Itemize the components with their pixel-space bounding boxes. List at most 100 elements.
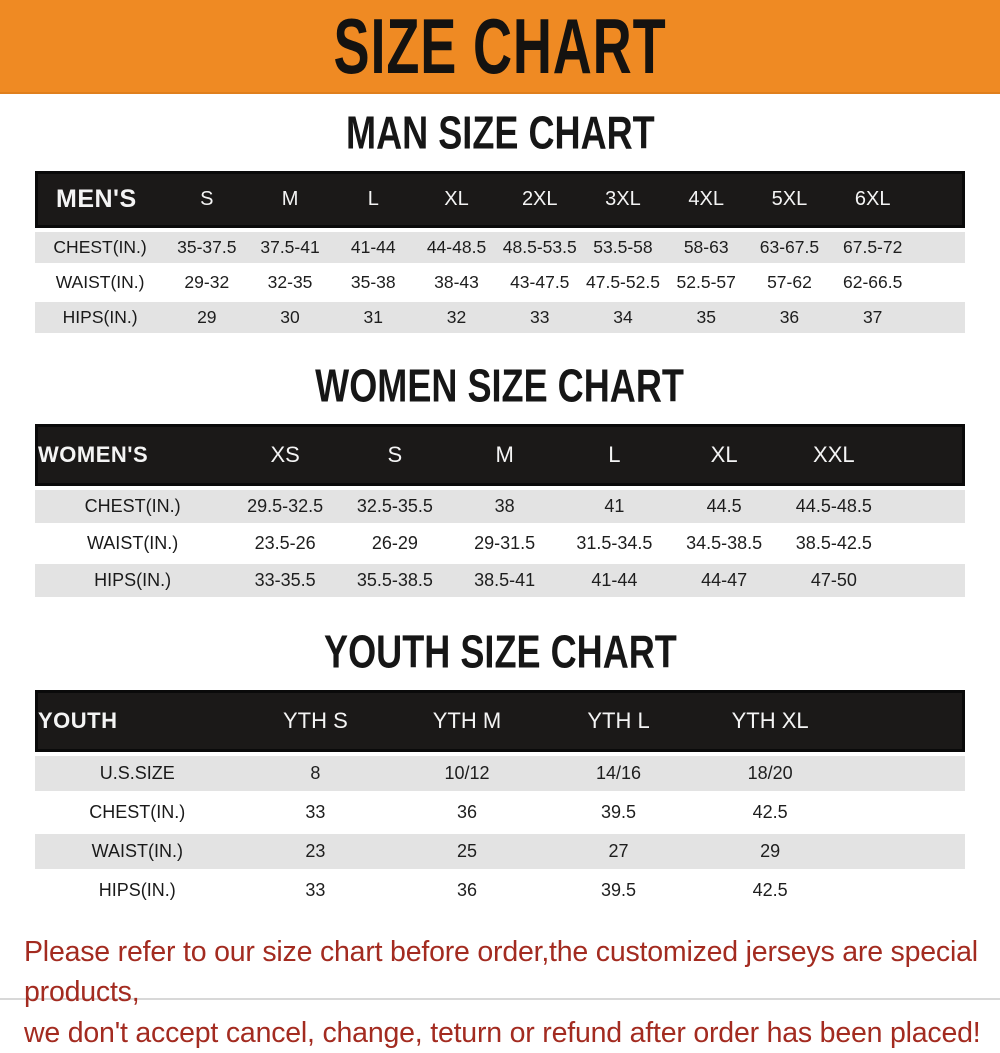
size-value-cell: 35-37.5 — [177, 237, 237, 257]
size-value-cell: 44-47 — [701, 570, 748, 590]
women-column-header: L — [559, 424, 670, 486]
row-label: WAIST(IN.) — [86, 533, 179, 553]
size-value-cell: 35-38 — [350, 272, 396, 292]
youth-hips-row: HIPS(IN.) 33 36 39.5 42.5 — [35, 873, 965, 908]
size-value-cell: 32-35 — [267, 272, 313, 292]
spacer-cell — [888, 424, 965, 486]
size-value-cell: 32 — [446, 307, 467, 327]
row-label: U.S.SIZE — [99, 763, 175, 783]
spacer-cell — [914, 302, 965, 333]
women-hips-row: HIPS(IN.) 33-35.5 35.5-38.5 38.5-41 41-4… — [35, 564, 965, 597]
size-value-cell: 29.5-32.5 — [247, 496, 324, 516]
men-column-header: XL — [414, 171, 499, 228]
men-waist-row: WAIST(IN.) 29-32 32-35 35-38 38-43 43-47… — [35, 267, 965, 298]
size-value-cell: 25 — [456, 841, 477, 861]
size-value-cell: 41-44 — [350, 237, 396, 257]
men-header-row: MEN'S S M L XL 2XL 3XL 4XL 5XL 6XL — [35, 171, 965, 228]
size-value-cell: 41 — [604, 496, 625, 516]
youth-section: YOUTH SIZE CHART YOUTH YTH S YTH M YTH L… — [0, 626, 1000, 912]
size-value-cell: 35 — [696, 307, 716, 327]
disclaimer: Please refer to our size chart before or… — [24, 932, 982, 1053]
size-value-cell: 42.5 — [752, 802, 788, 822]
women-heading-text: WOMEN SIZE CHART — [315, 360, 685, 412]
spacer-cell — [914, 171, 965, 228]
men-column-header: S — [165, 171, 249, 228]
size-value-cell: 34 — [613, 307, 633, 327]
row-label: WAIST(IN.) — [91, 841, 183, 861]
women-section-heading: WOMEN SIZE CHART — [0, 360, 1000, 412]
size-value-cell: 52.5-57 — [676, 272, 736, 292]
size-value-cell: 29 — [197, 307, 217, 327]
size-value-cell: 37.5-41 — [260, 237, 320, 257]
size-value-cell: 44-48.5 — [426, 237, 487, 257]
size-value-cell: 41-44 — [591, 570, 638, 590]
women-chest-row: CHEST(IN.) 29.5-32.5 32.5-35.5 38 41 44.… — [35, 490, 965, 523]
men-section-heading: MAN SIZE CHART — [0, 107, 1000, 159]
size-value-cell: 63-67.5 — [759, 237, 820, 257]
youth-waist-row: WAIST(IN.) 23 25 27 29 — [35, 834, 965, 869]
size-value-cell: 33 — [530, 307, 550, 327]
men-chest-row: CHEST(IN.) 35-37.5 37.5-41 41-44 44-48.5… — [35, 232, 965, 263]
size-value-cell: 33 — [305, 880, 326, 900]
size-value-cell: 26-29 — [371, 533, 418, 553]
size-value-cell: 29-31.5 — [474, 533, 536, 553]
size-value-cell: 27 — [608, 841, 629, 861]
spacer-cell — [846, 834, 965, 869]
size-value-cell: 43-47.5 — [510, 272, 570, 292]
size-value-cell: 32.5-35.5 — [356, 496, 433, 516]
youth-size-table: YOUTH YTH S YTH M YTH L YTH XL U.S.SIZE … — [35, 686, 965, 912]
size-value-cell: 53.5-58 — [593, 237, 653, 257]
size-value-cell: 44.5-48.5 — [795, 496, 872, 516]
size-value-cell: 47-50 — [810, 570, 857, 590]
youth-column-header: YTH XL — [694, 690, 846, 752]
women-corner-label: WOMEN'S — [35, 424, 231, 486]
size-value-cell: 35.5-38.5 — [356, 570, 433, 590]
size-value-cell: 14/16 — [596, 763, 642, 783]
spacer-cell — [846, 756, 965, 791]
size-value-cell: 47.5-52.5 — [586, 272, 660, 292]
men-column-header: 6XL — [831, 171, 915, 228]
youth-header-row: YOUTH YTH S YTH M YTH L YTH XL — [35, 690, 965, 752]
size-value-cell: 42.5 — [752, 880, 788, 900]
size-value-cell: 36 — [456, 880, 477, 900]
size-value-cell: 38 — [494, 496, 515, 516]
size-value-cell: 31.5-34.5 — [576, 533, 653, 553]
men-corner-label: MEN'S — [35, 171, 166, 228]
row-label: HIPS(IN.) — [98, 880, 176, 900]
spacer-cell — [889, 490, 965, 523]
size-value-cell: 38.5-41 — [474, 570, 536, 590]
size-value-cell: 8 — [310, 763, 321, 783]
size-value-cell: 29-32 — [184, 272, 230, 292]
size-value-cell: 37 — [862, 307, 883, 327]
women-waist-row: WAIST(IN.) 23.5-26 26-29 29-31.5 31.5-34… — [35, 527, 965, 560]
size-value-cell: 23 — [305, 841, 326, 861]
row-label: CHEST(IN.) — [84, 496, 181, 516]
size-value-cell: 44.5 — [706, 496, 742, 516]
women-section: WOMEN SIZE CHART WOMEN'S XS S M L XL XXL — [0, 360, 1000, 601]
row-label: WAIST(IN.) — [55, 272, 145, 292]
youth-ussize-row: U.S.SIZE 8 10/12 14/16 18/20 — [35, 756, 965, 791]
spacer-cell — [889, 564, 965, 597]
youth-column-header: YTH M — [391, 690, 543, 752]
men-heading-text: MAN SIZE CHART — [345, 107, 655, 159]
disclaimer-line-1: Please refer to our size chart before or… — [24, 936, 978, 1009]
spacer-cell — [914, 267, 965, 298]
banner: SIZE CHART — [0, 0, 1000, 94]
size-value-cell: 18/20 — [747, 763, 793, 783]
size-value-cell: 34.5-38.5 — [686, 533, 763, 553]
size-value-cell: 29 — [760, 841, 781, 861]
women-header-row: WOMEN'S XS S M L XL XXL — [35, 424, 965, 486]
size-value-cell: 57-62 — [767, 272, 812, 292]
row-label: CHEST(IN.) — [89, 802, 186, 822]
size-value-cell: 39.5 — [601, 802, 637, 822]
disclaimer-line-2: we don't accept cancel, change, teturn o… — [24, 1016, 981, 1049]
size-value-cell: 33 — [305, 802, 326, 822]
size-value-cell: 33-35.5 — [254, 570, 316, 590]
size-value-cell: 62-66.5 — [843, 272, 903, 292]
men-size-table: MEN'S S M L XL 2XL 3XL 4XL 5XL 6XL CHEST… — [35, 167, 965, 337]
size-value-cell: 39.5 — [601, 880, 637, 900]
page-title: SIZE CHART — [333, 2, 667, 90]
spacer-cell — [914, 232, 965, 263]
size-value-cell: 36 — [779, 307, 800, 327]
size-value-cell: 23.5-26 — [254, 533, 316, 553]
